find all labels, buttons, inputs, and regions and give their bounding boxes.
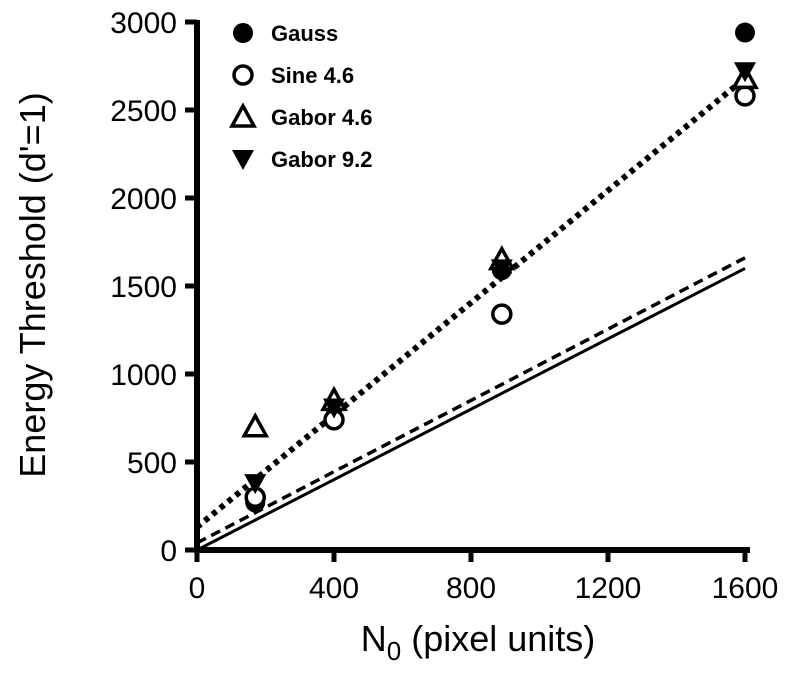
legend-label: Gabor 4.6 xyxy=(271,105,372,130)
y-tick-label: 500 xyxy=(127,447,177,480)
legend-marker-sine-4-6 xyxy=(232,64,254,86)
fit-line-dashed xyxy=(196,256,746,545)
x-axis-title-main: N xyxy=(361,618,387,659)
legend-label: Gabor 9.2 xyxy=(271,147,372,172)
point-gabor-9-2 xyxy=(490,259,513,280)
y-ticks: 0 500 1000 1500 2000 2500 3000 xyxy=(110,7,197,568)
point-sine-4-6 xyxy=(491,303,513,325)
markers xyxy=(241,22,759,513)
axes xyxy=(194,20,750,553)
fit-line-dotted-thick xyxy=(195,75,747,530)
y-tick-label: 0 xyxy=(160,535,177,568)
legend-marker-gabor-9-2 xyxy=(232,150,254,170)
legend-marker-gabor-4-6 xyxy=(229,102,257,128)
x-tick-label: 400 xyxy=(309,572,359,605)
x-tick-label: 1200 xyxy=(575,572,642,605)
x-ticks: 0 400 800 1200 1600 xyxy=(189,550,779,605)
y-tick-label: 2000 xyxy=(110,183,177,216)
y-tick-label: 1500 xyxy=(110,271,177,304)
plot-lines xyxy=(195,75,747,552)
point-gabor-4-6 xyxy=(241,412,270,438)
legend-label: Sine 4.6 xyxy=(271,63,354,88)
x-axis-title: N0 (pixel units) xyxy=(361,618,596,666)
point-gabor-9-2 xyxy=(323,398,345,419)
x-axis-title-suffix: (pixel units) xyxy=(401,618,595,659)
legend-marker-gauss xyxy=(233,23,253,43)
y-tick-label: 3000 xyxy=(110,7,177,40)
x-tick-label: 1600 xyxy=(712,572,779,605)
point-gabor-9-2 xyxy=(734,62,756,83)
x-tick-label: 800 xyxy=(446,572,496,605)
fit-line-solid xyxy=(196,267,746,552)
y-tick-label: 1000 xyxy=(110,359,177,392)
legend-label: Gauss xyxy=(271,21,338,46)
point-gauss xyxy=(735,22,755,43)
y-tick-label: 2500 xyxy=(110,95,177,128)
x-axis-title-subscript: 0 xyxy=(387,636,401,666)
x-tick-label: 0 xyxy=(189,572,206,605)
legend: Gauss Sine 4.6 Gabor 4.6 Gabor 9.2 xyxy=(229,21,372,172)
point-sine-4-6 xyxy=(734,85,756,107)
point-gabor-9-2 xyxy=(244,474,267,495)
y-axis-title: Energy Threshold (d'=1) xyxy=(12,92,53,477)
